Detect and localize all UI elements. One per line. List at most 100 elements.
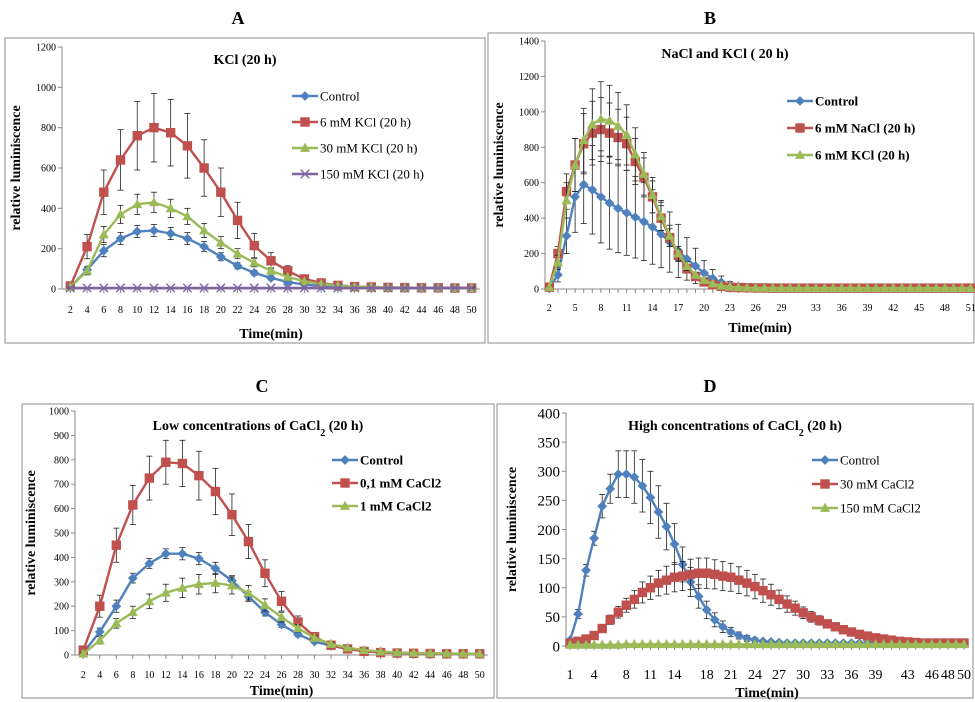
series-2 xyxy=(78,572,485,658)
data-point xyxy=(828,282,839,292)
data-point xyxy=(854,629,865,640)
data-point xyxy=(587,184,598,195)
panel-c-frame xyxy=(21,403,495,699)
data-point xyxy=(425,648,436,658)
x-tick-label: 42 xyxy=(888,303,898,314)
legend-entry: 150 mM KCl (20 h) xyxy=(320,167,424,182)
x-axis-label: Time(min) xyxy=(250,684,314,699)
x-tick-label: 1 xyxy=(567,668,574,683)
x-tick-label: 24 xyxy=(748,668,762,683)
data-point xyxy=(299,276,310,286)
chart-title: Low concentrations of CaCl2 (20 h) xyxy=(153,419,364,439)
data-point xyxy=(605,615,615,625)
title-subscript: 2 xyxy=(320,428,325,439)
x-tick-label: 40 xyxy=(383,305,393,316)
legend-entry: 6 mM KCl (20 h) xyxy=(320,115,411,130)
data-point xyxy=(830,622,841,632)
data-point xyxy=(249,240,259,251)
series-2 xyxy=(544,81,975,292)
x-tick-label: 14 xyxy=(166,305,176,316)
legend-entry: 1 mM CaCl2 xyxy=(360,499,432,514)
data-point xyxy=(149,122,159,133)
data-point xyxy=(758,585,768,596)
x-tick-label: 8 xyxy=(623,668,630,683)
x-axis-label: Time(min) xyxy=(239,327,303,342)
data-point xyxy=(215,251,226,262)
data-point xyxy=(733,639,744,649)
data-point xyxy=(127,573,138,584)
data-point xyxy=(822,639,833,649)
data-point xyxy=(717,621,728,632)
data-point xyxy=(232,248,243,258)
data-point xyxy=(595,113,606,123)
data-point xyxy=(647,189,658,199)
x-tick-label: 8 xyxy=(130,670,135,681)
x-tick-label: 48 xyxy=(458,670,468,681)
legend-entry: 30 mM KCl (20 h) xyxy=(320,141,418,156)
x-tick-label: 23 xyxy=(725,303,735,314)
y-tick-label: 700 xyxy=(54,480,69,491)
data-point xyxy=(199,241,210,252)
data-point xyxy=(621,129,632,139)
x-tick-label: 46 xyxy=(442,670,452,681)
panel-c-letter: C xyxy=(256,376,269,396)
data-point xyxy=(693,568,704,578)
data-point xyxy=(806,612,816,622)
data-point xyxy=(854,639,865,649)
data-point xyxy=(544,281,555,292)
data-point xyxy=(458,648,469,658)
data-point xyxy=(656,211,667,221)
data-point xyxy=(630,212,641,223)
data-point xyxy=(886,639,897,649)
data-point xyxy=(260,568,270,578)
data-point xyxy=(767,282,778,292)
x-tick-label: 21 xyxy=(724,668,738,683)
x-tick-label: 39 xyxy=(869,668,883,683)
data-point xyxy=(589,533,600,544)
x-tick-label: 38 xyxy=(366,305,376,316)
x-tick-label: 36 xyxy=(359,670,369,681)
x-tick-label: 16 xyxy=(182,305,192,316)
chart-title: NaCl and KCl ( 20 h) xyxy=(661,47,789,62)
x-tick-label: 4 xyxy=(591,668,598,683)
data-point xyxy=(99,187,109,197)
data-point xyxy=(249,257,260,267)
data-point xyxy=(182,233,193,244)
data-point xyxy=(232,215,243,226)
data-point xyxy=(232,283,243,293)
data-point xyxy=(806,639,817,649)
x-tick-label: 36 xyxy=(844,668,858,683)
x-tick-label: 24 xyxy=(260,670,270,681)
data-point xyxy=(922,282,933,292)
data-point xyxy=(177,548,188,559)
data-point xyxy=(182,283,193,293)
data-point xyxy=(653,639,664,649)
data-point xyxy=(597,623,607,634)
data-point xyxy=(750,581,760,592)
data-point xyxy=(613,469,624,480)
data-point xyxy=(149,225,159,236)
data-point xyxy=(902,639,913,649)
data-point xyxy=(433,283,443,293)
x-tick-label: 48 xyxy=(940,303,950,314)
series-1 xyxy=(65,92,477,293)
panel-a-letter: A xyxy=(232,8,245,28)
data-point xyxy=(182,211,193,221)
data-point xyxy=(950,639,961,649)
data-point xyxy=(210,577,221,587)
data-point xyxy=(645,492,656,503)
x-tick-label: 50 xyxy=(957,668,971,683)
data-point xyxy=(629,594,640,605)
x-tick-label: 43 xyxy=(901,668,915,683)
title-part: NaCl and KCl ( 20 h) xyxy=(661,47,789,62)
data-point xyxy=(724,281,735,291)
y-axis-label: relative luminiscence xyxy=(505,467,520,592)
data-point xyxy=(144,596,155,606)
x-tick-label: 30 xyxy=(796,668,810,683)
data-point xyxy=(266,273,276,283)
data-point xyxy=(942,639,953,649)
x-tick-label: 17 xyxy=(673,303,683,314)
y-tick-label: 400 xyxy=(538,406,561,422)
data-point xyxy=(846,639,857,649)
x-tick-label: 12 xyxy=(149,305,159,316)
